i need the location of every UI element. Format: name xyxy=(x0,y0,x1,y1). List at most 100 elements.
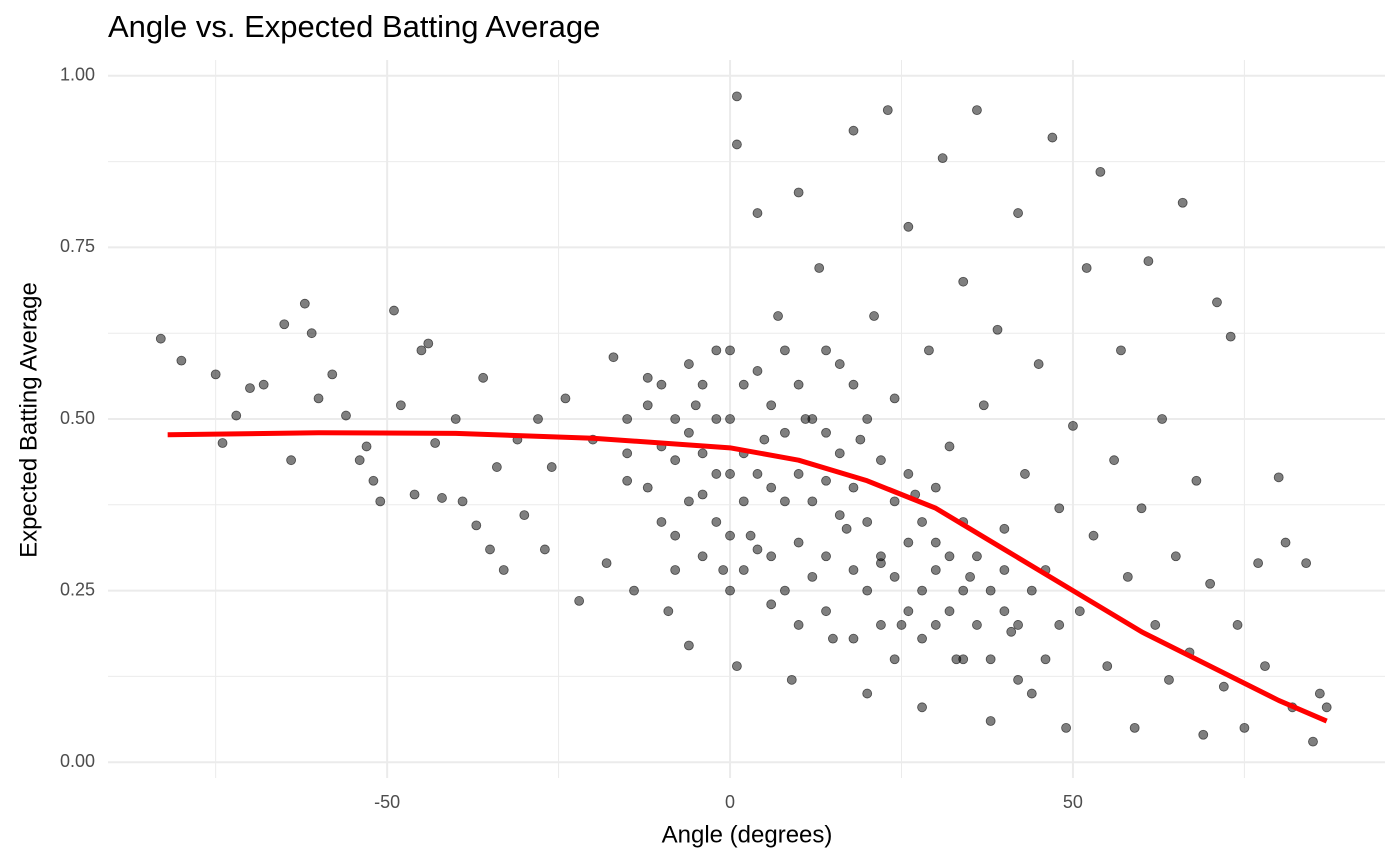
point xyxy=(780,345,790,356)
point xyxy=(848,482,859,493)
point xyxy=(834,448,845,459)
point xyxy=(738,496,749,507)
point xyxy=(862,585,873,596)
point xyxy=(999,565,1010,575)
point xyxy=(341,410,351,421)
point xyxy=(656,517,667,527)
point xyxy=(807,414,818,424)
point xyxy=(1088,530,1099,541)
point xyxy=(862,414,873,424)
point xyxy=(1177,197,1188,208)
point xyxy=(1026,585,1037,596)
y-tick-label: 1.00 xyxy=(60,65,95,85)
point xyxy=(519,510,530,520)
point xyxy=(752,544,763,555)
point xyxy=(670,530,681,541)
point xyxy=(999,606,1010,617)
point xyxy=(1095,166,1106,177)
point xyxy=(821,345,831,356)
point xyxy=(210,369,221,380)
y-tick-label: 0.00 xyxy=(60,751,95,771)
point xyxy=(437,493,447,503)
point xyxy=(766,482,777,493)
point xyxy=(930,537,941,548)
point xyxy=(1013,208,1023,218)
point xyxy=(306,328,317,339)
point xyxy=(1033,359,1044,369)
point xyxy=(697,489,708,500)
point xyxy=(1150,620,1161,630)
point xyxy=(848,633,859,644)
point xyxy=(1122,571,1133,582)
point xyxy=(670,565,681,575)
point xyxy=(1054,620,1065,630)
point xyxy=(1314,688,1325,699)
point xyxy=(1006,626,1017,637)
point xyxy=(313,393,324,404)
point xyxy=(793,537,804,548)
point xyxy=(1047,132,1058,143)
point xyxy=(245,383,255,394)
point xyxy=(485,544,495,555)
chart-title: Angle vs. Expected Batting Average xyxy=(108,9,600,44)
point xyxy=(930,620,941,630)
point xyxy=(1054,503,1065,514)
point xyxy=(821,606,831,617)
point xyxy=(642,482,653,493)
point xyxy=(622,414,633,424)
point xyxy=(683,496,694,507)
point xyxy=(155,333,166,344)
y-axis-title: Expected Batting Average xyxy=(15,282,42,558)
point xyxy=(972,620,982,630)
point xyxy=(711,414,722,424)
point xyxy=(889,496,900,507)
point xyxy=(978,400,989,411)
point xyxy=(821,551,831,562)
point xyxy=(683,640,694,651)
point xyxy=(1191,475,1202,486)
point xyxy=(1273,472,1284,483)
point xyxy=(752,208,763,218)
point xyxy=(1013,620,1023,630)
point xyxy=(395,400,406,411)
point xyxy=(354,455,365,466)
point xyxy=(766,400,777,411)
point xyxy=(725,414,735,424)
x-tick-label: -50 xyxy=(374,792,400,812)
point xyxy=(697,448,708,459)
point xyxy=(972,551,982,562)
point xyxy=(917,633,927,644)
point xyxy=(821,475,831,486)
point xyxy=(814,263,825,273)
point xyxy=(1253,558,1264,569)
point xyxy=(745,530,756,541)
point xyxy=(601,558,612,569)
point xyxy=(629,585,639,596)
point xyxy=(780,496,790,507)
point xyxy=(889,571,900,582)
point xyxy=(889,654,900,665)
point xyxy=(992,324,1003,335)
point xyxy=(1136,503,1147,514)
point xyxy=(917,585,927,596)
point xyxy=(375,496,386,507)
point xyxy=(416,345,427,356)
point xyxy=(1212,297,1222,308)
point xyxy=(711,469,722,479)
point xyxy=(876,455,886,466)
point xyxy=(855,434,866,445)
point xyxy=(1081,263,1092,273)
point xyxy=(430,438,441,448)
point xyxy=(1157,414,1168,424)
point xyxy=(759,434,770,445)
x-axis-title: Angle (degrees) xyxy=(662,821,833,848)
point xyxy=(725,585,735,596)
y-tick-label: 0.25 xyxy=(60,579,95,599)
point xyxy=(821,427,831,438)
point xyxy=(944,551,955,562)
point xyxy=(1218,681,1229,692)
point xyxy=(1013,674,1023,685)
point xyxy=(930,482,941,493)
point xyxy=(539,544,550,555)
